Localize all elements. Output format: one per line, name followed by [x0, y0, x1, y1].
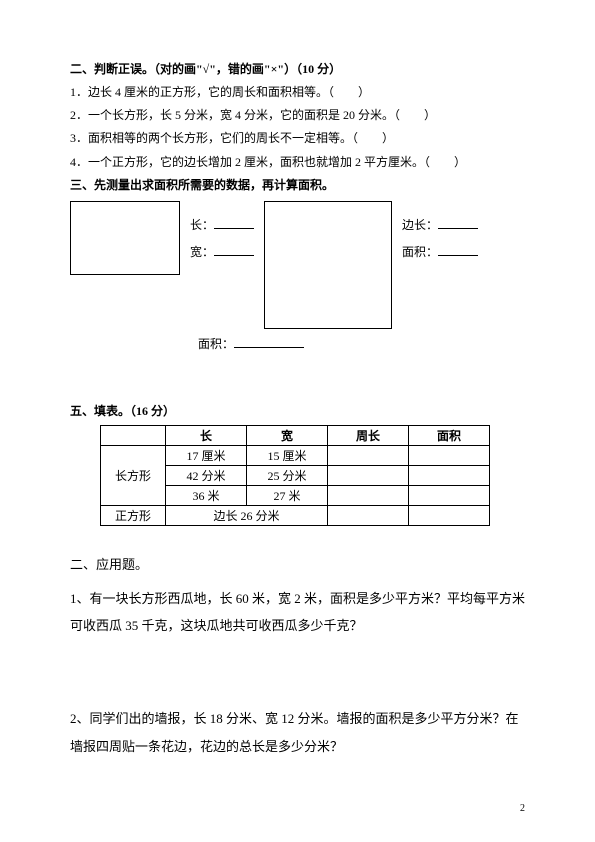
td: 36 米 [166, 485, 247, 505]
area-label2: 面积： [402, 245, 438, 259]
blank [438, 243, 478, 256]
th: 周长 [328, 425, 409, 445]
td [409, 445, 490, 465]
blank [234, 335, 304, 348]
section5-title: 五、填表。（16 分） [70, 402, 525, 419]
area-label1: 面积： [198, 337, 234, 351]
app-q1: 1、有一块长方形西瓜地，长 60 米，宽 2 米，面积是多少平方米？平均每平方米… [70, 585, 525, 640]
app-title: 二、应用题。 [70, 554, 525, 573]
square-labels: 边长： 面积： [402, 201, 478, 260]
page-number: 2 [520, 803, 525, 814]
td [328, 505, 409, 525]
th: 面积 [409, 425, 490, 445]
td [409, 465, 490, 485]
rect-labels: 长： 宽： [190, 201, 254, 260]
blank [438, 216, 478, 229]
area-line: 面积： [198, 335, 525, 352]
blank [214, 243, 254, 256]
q4: 4．一个正方形，它的边长增加 2 厘米，面积也就增加 2 平方厘米。（ ） [70, 153, 525, 172]
width-label: 宽： [190, 245, 214, 259]
table-row: 正方形 边长 26 分米 [101, 505, 490, 525]
td: 边长 26 分米 [166, 505, 328, 525]
table-row: 长方形 17 厘米 15 厘米 [101, 445, 490, 465]
page: 二、判断正误。（对的画"√"，错的画"×"）（10 分） 1．边长 4 厘米的正… [0, 0, 595, 842]
table-header-row: 长 宽 周长 面积 [101, 425, 490, 445]
td: 正方形 [101, 505, 166, 525]
application-section: 二、应用题。 1、有一块长方形西瓜地，长 60 米，宽 2 米，面积是多少平方米… [70, 554, 525, 760]
side-label: 边长： [402, 218, 438, 232]
td: 17 厘米 [166, 445, 247, 465]
td [328, 485, 409, 505]
q3: 3．面积相等的两个长方形，它们的周长不一定相等。（ ） [70, 129, 525, 148]
td: 25 分米 [247, 465, 328, 485]
square-shape [264, 201, 392, 329]
blank [214, 216, 254, 229]
section3-title: 三、先测量出求面积所需要的数据，再计算面积。 [70, 176, 525, 193]
th [101, 425, 166, 445]
td [328, 445, 409, 465]
app-q2: 2、同学们出的墙报，长 18 分米、宽 12 分米。墙报的面积是多少平方分米？在… [70, 705, 525, 760]
section2-title: 二、判断正误。（对的画"√"，错的画"×"）（10 分） [70, 60, 525, 77]
td: 27 米 [247, 485, 328, 505]
q2: 2．一个长方形，长 5 分米，宽 4 分米，它的面积是 20 分米。（ ） [70, 106, 525, 125]
section5: 五、填表。（16 分） 长 宽 周长 面积 长方形 17 厘米 15 厘米 42… [70, 402, 525, 526]
rectangle-shape [70, 201, 180, 275]
length-label: 长： [190, 218, 214, 232]
td [409, 485, 490, 505]
q1: 1．边长 4 厘米的正方形，它的周长和面积相等。（ ） [70, 83, 525, 102]
th: 宽 [247, 425, 328, 445]
td: 15 厘米 [247, 445, 328, 465]
td [328, 465, 409, 485]
td [409, 505, 490, 525]
th: 长 [166, 425, 247, 445]
fill-table: 长 宽 周长 面积 长方形 17 厘米 15 厘米 42 分米 25 分米 36… [100, 425, 490, 526]
measure-section: 长： 宽： 边长： 面积： [70, 201, 525, 329]
td: 长方形 [101, 445, 166, 505]
td: 42 分米 [166, 465, 247, 485]
